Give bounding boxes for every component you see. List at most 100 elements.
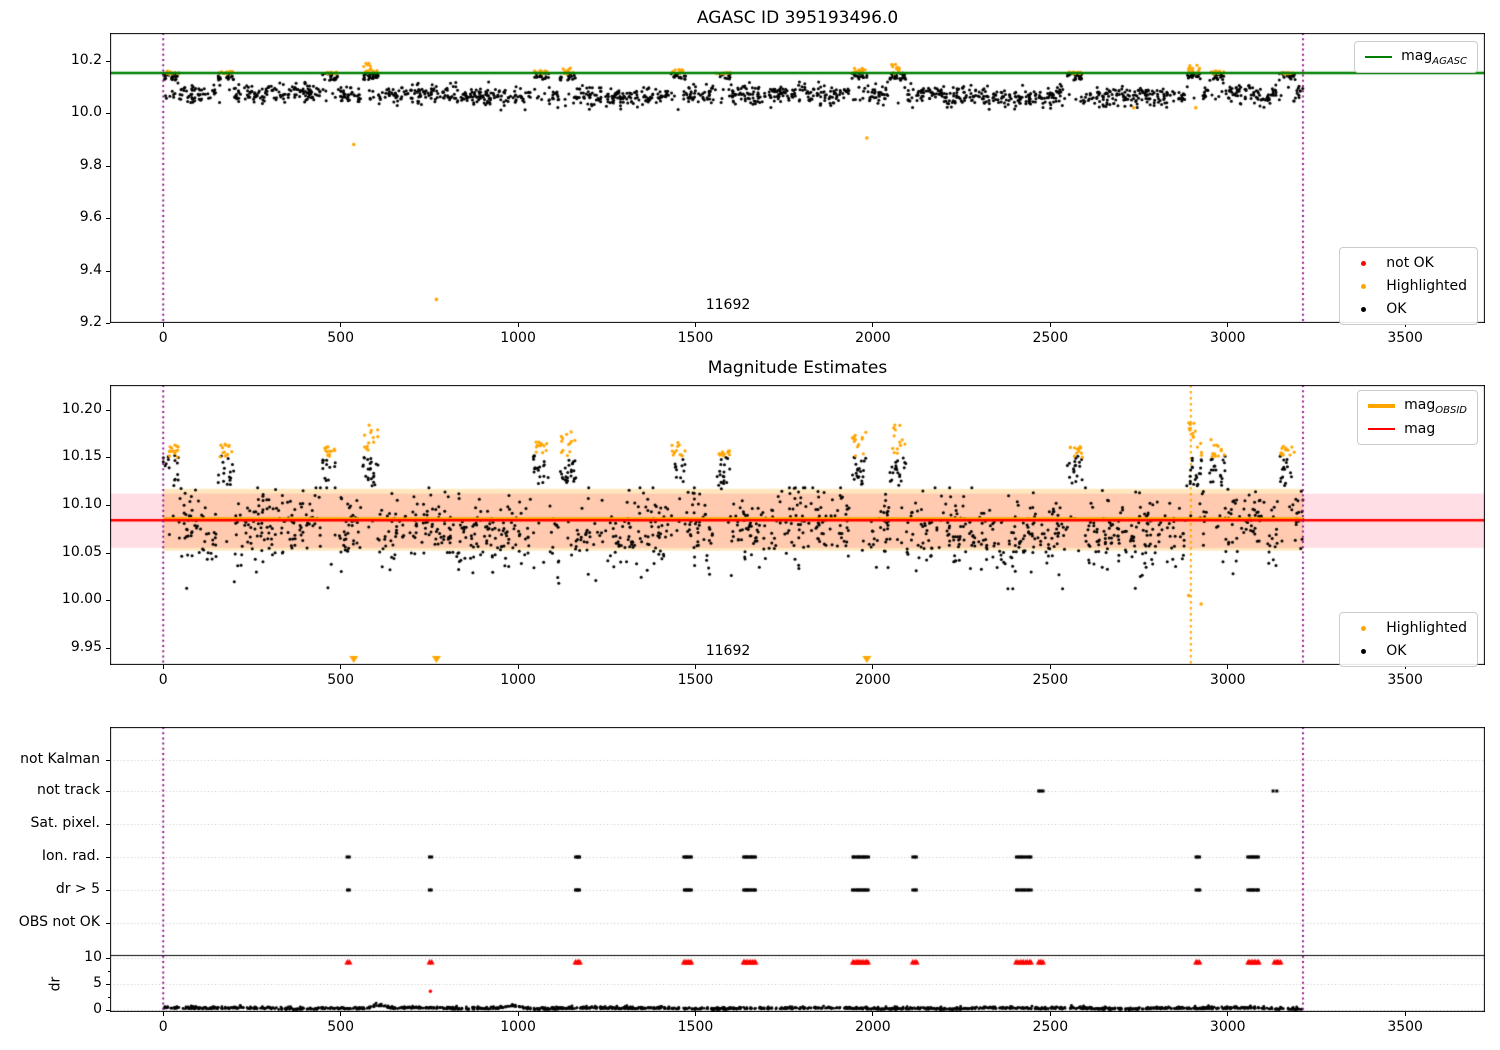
legend-label: OK bbox=[1386, 643, 1407, 659]
x-tick-mark bbox=[340, 665, 342, 669]
y-tick-mark bbox=[106, 409, 110, 411]
legend-label: OK bbox=[1386, 301, 1407, 317]
x-tick-label: 500 bbox=[327, 330, 354, 346]
flag-row-label: not Kalman bbox=[20, 751, 100, 767]
y-tick-mark bbox=[106, 1010, 110, 1011]
plot2-canvas bbox=[110, 385, 1485, 665]
x-tick-label: 0 bbox=[158, 672, 168, 688]
legend-swatch-shape bbox=[1361, 648, 1367, 654]
dr-tick-label: 5 bbox=[93, 975, 102, 991]
legend-marker-swatch bbox=[1350, 648, 1377, 654]
x-tick-label: 1000 bbox=[500, 1019, 536, 1035]
y-tick-label: 10.00 bbox=[61, 591, 102, 608]
legend-item: magOBSID bbox=[1368, 397, 1467, 415]
legend-marker-swatch bbox=[1350, 306, 1377, 312]
legend-marker-swatch bbox=[1350, 260, 1377, 266]
y-tick-mark bbox=[106, 760, 110, 761]
x-tick-label: 1000 bbox=[500, 330, 536, 346]
y-tick-mark bbox=[106, 457, 110, 459]
x-tick-mark bbox=[517, 1012, 519, 1016]
y-tick-label: 10.2 bbox=[70, 51, 102, 68]
dr-tick-label: 0 bbox=[93, 1001, 102, 1017]
x-tick-label: 2000 bbox=[855, 1019, 891, 1035]
x-tick-mark bbox=[694, 665, 696, 669]
legend-swatch-shape bbox=[1368, 404, 1396, 408]
x-tick-label: 1000 bbox=[500, 672, 536, 688]
x-tick-label: 1500 bbox=[677, 672, 714, 688]
x-tick-mark bbox=[1227, 665, 1229, 669]
legend-label: not OK bbox=[1386, 255, 1434, 271]
flag-row-label: Sat. pixel. bbox=[30, 815, 100, 831]
x-tick-mark bbox=[872, 323, 874, 327]
plot2-legend-lines: magOBSID mag bbox=[1357, 390, 1478, 445]
y-tick-label: 9.2 bbox=[79, 314, 102, 330]
y-tick-label: 9.6 bbox=[79, 209, 102, 226]
y-tick-mark bbox=[106, 647, 110, 649]
x-tick-label: 0 bbox=[158, 330, 168, 346]
y-tick-mark bbox=[106, 890, 110, 891]
x-tick-label: 2500 bbox=[1032, 1019, 1069, 1035]
x-tick-label: 3500 bbox=[1387, 672, 1423, 688]
y-tick-mark bbox=[106, 552, 110, 554]
legend-label: mag bbox=[1404, 421, 1436, 437]
x-tick-mark bbox=[1049, 1012, 1051, 1016]
y-minor-tick-mark bbox=[107, 997, 110, 998]
y-tick-mark bbox=[106, 824, 110, 825]
x-tick-label: 500 bbox=[327, 1019, 354, 1035]
plot3-canvas bbox=[110, 727, 1485, 1012]
y-tick-label: 10.10 bbox=[61, 496, 102, 512]
plot1-axes bbox=[110, 33, 1485, 323]
y-tick-label: 10.20 bbox=[61, 400, 102, 417]
y-minor-tick-mark bbox=[107, 971, 110, 972]
legend-label: magOBSID bbox=[1404, 396, 1467, 416]
y-tick-mark bbox=[106, 60, 110, 62]
y-tick-mark bbox=[106, 857, 110, 858]
y-tick-mark bbox=[106, 923, 110, 924]
legend-swatch-shape bbox=[1361, 283, 1367, 289]
legend-item: mag bbox=[1368, 420, 1467, 438]
y-tick-label: 9.8 bbox=[79, 156, 102, 173]
legend-swatch-shape bbox=[1368, 427, 1396, 431]
y-tick-mark bbox=[106, 218, 110, 220]
x-tick-label: 2000 bbox=[855, 330, 891, 346]
legend-item: OK bbox=[1350, 300, 1467, 318]
plot1-canvas bbox=[110, 33, 1485, 323]
plot2-obsid-annotation: 11692 bbox=[705, 643, 751, 659]
x-tick-label: 3000 bbox=[1209, 672, 1246, 688]
x-tick-mark bbox=[872, 1012, 874, 1016]
x-tick-mark bbox=[1049, 323, 1051, 327]
legend-item: Highlighted bbox=[1350, 619, 1467, 637]
legend-swatch-shape bbox=[1361, 306, 1367, 312]
x-tick-label: 2500 bbox=[1032, 672, 1069, 688]
y-tick-label: 10.05 bbox=[61, 543, 102, 560]
legend-label: Highlighted bbox=[1386, 278, 1467, 294]
flag-row-label: dr > 5 bbox=[55, 881, 100, 897]
legend-marker-swatch bbox=[1350, 625, 1377, 631]
y-tick-label: 10.15 bbox=[61, 448, 102, 465]
y-tick-mark bbox=[106, 323, 110, 324]
y-tick-mark bbox=[106, 270, 110, 272]
plot2-axes bbox=[110, 385, 1485, 665]
x-tick-mark bbox=[162, 1012, 164, 1016]
x-tick-label: 3500 bbox=[1387, 1019, 1423, 1035]
legend-swatch-shape bbox=[1361, 260, 1367, 266]
y-tick-mark bbox=[106, 165, 110, 167]
x-tick-label: 1500 bbox=[677, 330, 714, 346]
x-tick-mark bbox=[340, 1012, 342, 1016]
flag-row-label: OBS not OK bbox=[18, 914, 100, 930]
x-tick-mark bbox=[1404, 665, 1406, 669]
x-tick-mark bbox=[872, 665, 874, 669]
x-tick-mark bbox=[517, 323, 519, 327]
x-tick-label: 2000 bbox=[855, 672, 891, 688]
y-tick-label: 9.4 bbox=[79, 261, 102, 278]
y-tick-mark bbox=[106, 600, 110, 602]
flag-row-label: Ion. rad. bbox=[41, 848, 100, 864]
plot1-title: AGASC ID 395193496.0 bbox=[696, 8, 899, 28]
y-tick-label: 10.0 bbox=[70, 104, 102, 121]
x-tick-label: 3000 bbox=[1209, 330, 1246, 346]
plot2-legend-markers: Highlighted OK bbox=[1339, 612, 1478, 667]
x-tick-mark bbox=[1404, 323, 1406, 327]
plot3-axes bbox=[110, 727, 1485, 1012]
x-tick-label: 3000 bbox=[1209, 1019, 1246, 1035]
x-tick-mark bbox=[162, 323, 164, 327]
